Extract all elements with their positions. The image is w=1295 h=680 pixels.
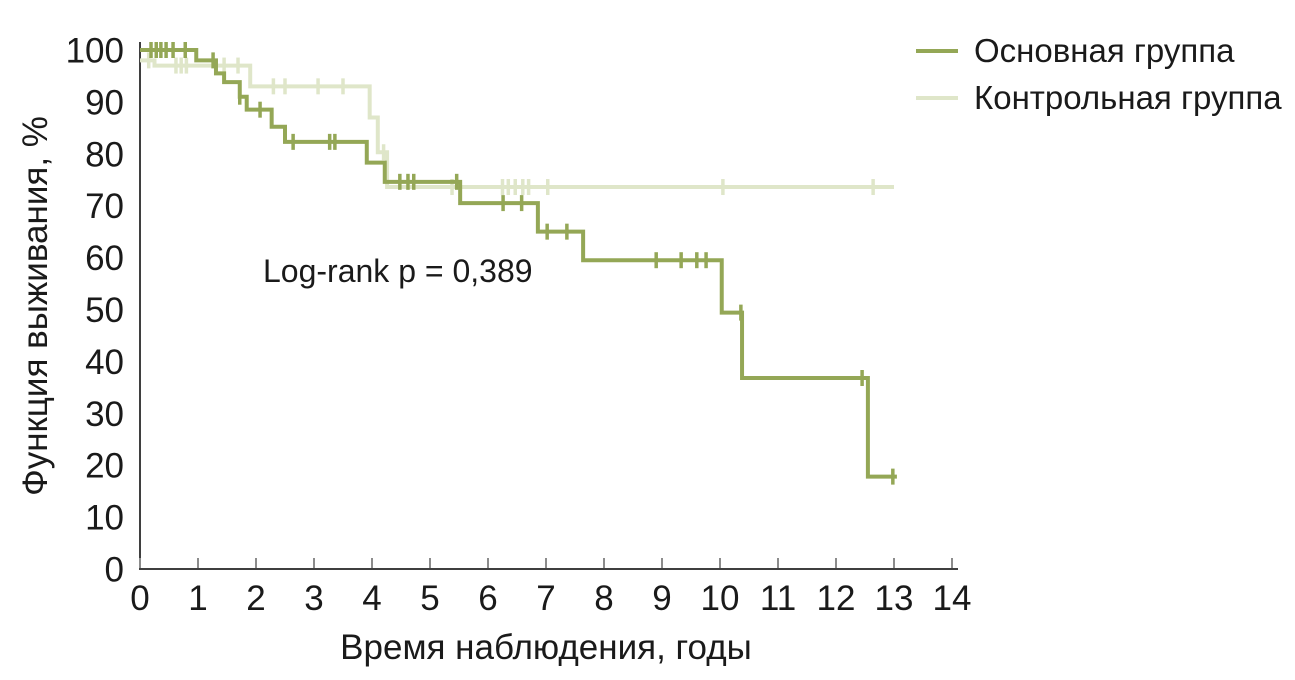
x-tick-label: 7 — [536, 579, 555, 618]
y-axis-title: Функция выживания, % — [16, 116, 55, 496]
x-tick-label: 14 — [933, 579, 972, 618]
legend-item-main-group: Основная группа — [916, 27, 1282, 74]
x-tick-label: 1 — [188, 579, 207, 618]
y-tick-label: 30 — [85, 395, 124, 434]
x-tick-label: 12 — [817, 579, 856, 618]
y-tick-label: 40 — [85, 343, 124, 382]
y-tick-label: 80 — [85, 135, 124, 174]
x-tick-label: 4 — [362, 579, 381, 618]
y-tick-label: 50 — [85, 291, 124, 330]
y-tick-label: 70 — [85, 187, 124, 226]
y-tick-label: 90 — [85, 83, 124, 122]
y-tick-label: 0 — [105, 551, 124, 590]
y-tick-label: 10 — [85, 499, 124, 538]
x-axis-title: Время наблюдения, годы — [340, 628, 752, 667]
x-tick-label: 9 — [652, 579, 671, 618]
control-group-line-swatch — [916, 95, 958, 100]
x-tick-label: 3 — [304, 579, 323, 618]
x-tick-label: 10 — [701, 579, 740, 618]
x-tick-label: 8 — [594, 579, 613, 618]
legend: Основная группа Контрольная группа — [916, 27, 1282, 121]
main-group-label: Основная группа — [974, 31, 1235, 69]
y-tick-label: 60 — [85, 239, 124, 278]
x-tick-label: 11 — [760, 579, 796, 618]
x-tick-label: 0 — [130, 579, 149, 618]
logrank-annotation: Log-rank p = 0,389 — [263, 253, 533, 289]
y-tick-label: 100 — [66, 32, 124, 71]
legend-item-control-group: Контрольная группа — [916, 74, 1282, 121]
x-tick-label: 6 — [478, 579, 497, 618]
x-tick-label: 2 — [246, 579, 265, 618]
survival-curve-main — [140, 48, 897, 479]
main-group-line-swatch — [916, 48, 958, 53]
survival-curve-control — [140, 58, 894, 190]
x-tick-label: 5 — [420, 579, 439, 618]
y-tick-label: 20 — [85, 447, 124, 486]
control-group-label: Контрольная группа — [974, 78, 1282, 116]
x-tick-label: 13 — [875, 579, 914, 618]
